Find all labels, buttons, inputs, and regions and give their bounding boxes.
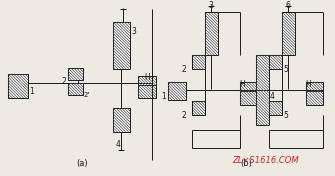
Bar xyxy=(269,101,282,115)
Text: 2: 2 xyxy=(181,111,186,120)
Text: 3: 3 xyxy=(208,1,213,10)
Bar xyxy=(138,85,156,98)
Text: ZL×S1616.COM: ZL×S1616.COM xyxy=(232,156,298,165)
Bar xyxy=(68,68,83,80)
Bar xyxy=(8,74,28,98)
Text: 5: 5 xyxy=(283,111,288,120)
Text: 1: 1 xyxy=(161,92,166,101)
Text: (a): (a) xyxy=(76,159,88,168)
Bar xyxy=(113,22,130,69)
Bar xyxy=(113,108,130,132)
Bar xyxy=(269,55,282,69)
Text: 2: 2 xyxy=(61,77,66,86)
Bar xyxy=(282,12,295,55)
Text: 2: 2 xyxy=(181,65,186,74)
Bar xyxy=(168,82,186,100)
Bar xyxy=(138,76,156,85)
Text: H: H xyxy=(239,80,245,89)
Text: (b): (b) xyxy=(240,159,252,168)
Text: 6: 6 xyxy=(285,1,290,10)
Bar xyxy=(256,55,269,125)
Bar xyxy=(240,82,256,92)
Text: H: H xyxy=(305,80,311,89)
Bar xyxy=(68,83,83,95)
Text: 4: 4 xyxy=(270,92,275,101)
Text: 2': 2' xyxy=(84,92,90,98)
Text: 3: 3 xyxy=(131,27,136,36)
Bar xyxy=(192,101,205,115)
Text: 5: 5 xyxy=(283,65,288,74)
Text: 1: 1 xyxy=(29,87,34,96)
Bar xyxy=(240,91,256,105)
Bar xyxy=(205,12,218,55)
Text: H: H xyxy=(144,73,150,82)
Bar xyxy=(306,82,323,92)
Bar xyxy=(192,55,205,69)
Bar xyxy=(306,91,323,105)
Text: 4: 4 xyxy=(116,140,121,149)
